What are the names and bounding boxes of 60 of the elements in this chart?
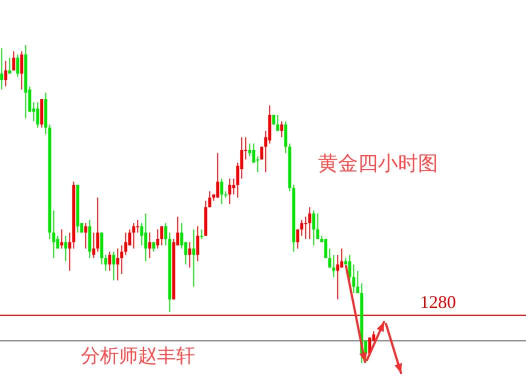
candlestick bbox=[252, 143, 256, 164]
candlestick bbox=[16, 54, 20, 78]
annotation: 1280 bbox=[420, 292, 456, 312]
candlestick bbox=[64, 235, 68, 262]
candlestick bbox=[0, 48, 4, 90]
candlestick bbox=[60, 228, 64, 250]
candlestick bbox=[104, 254, 108, 272]
candlestick bbox=[148, 232, 152, 259]
candlestick bbox=[348, 254, 352, 281]
candlestick bbox=[124, 232, 128, 256]
candlestick bbox=[316, 213, 320, 240]
candlestick bbox=[4, 60, 8, 87]
candlestick bbox=[284, 120, 288, 154]
candlestick bbox=[192, 228, 196, 288]
candlestick bbox=[84, 222, 88, 250]
candlestick bbox=[108, 251, 112, 272]
candlestick bbox=[308, 206, 312, 240]
candlestick bbox=[140, 222, 144, 246]
candlestick bbox=[8, 57, 12, 74]
candlestick bbox=[68, 232, 72, 272]
candlestick bbox=[116, 248, 120, 281]
candlestick bbox=[356, 270, 360, 294]
candlestick bbox=[280, 120, 284, 138]
candlestick bbox=[296, 228, 300, 250]
candlestick bbox=[340, 248, 344, 268]
candlestick bbox=[304, 216, 308, 240]
candlestick bbox=[56, 235, 60, 250]
annotation: 分析师赵丰轩 bbox=[81, 345, 195, 367]
candlestick bbox=[352, 264, 356, 294]
candlestick bbox=[160, 226, 164, 246]
candlestick bbox=[52, 210, 56, 259]
candlestick bbox=[336, 254, 340, 300]
candlestick bbox=[112, 251, 116, 281]
candlestick bbox=[312, 210, 316, 246]
annotation: 黄金四小时图 bbox=[318, 151, 438, 175]
candlestick bbox=[208, 190, 212, 208]
candlestick bbox=[92, 232, 96, 259]
candlestick bbox=[200, 228, 204, 240]
candlestick bbox=[196, 226, 200, 262]
candlestick bbox=[12, 50, 16, 71]
candlestick bbox=[300, 219, 304, 236]
candlestick bbox=[20, 50, 24, 90]
candlestick bbox=[156, 228, 160, 250]
candlestick bbox=[188, 242, 192, 268]
candlestick bbox=[220, 178, 224, 204]
candlestick bbox=[328, 248, 332, 268]
candlestick bbox=[276, 114, 280, 132]
candlestick bbox=[152, 242, 156, 252]
candlestick bbox=[228, 178, 232, 204]
candlestick bbox=[260, 146, 264, 160]
candlestick bbox=[136, 219, 140, 234]
candlestick bbox=[144, 213, 148, 262]
candlestick bbox=[216, 152, 220, 198]
candlestick bbox=[164, 222, 168, 246]
candlestick bbox=[36, 102, 40, 128]
candlestick bbox=[96, 197, 100, 252]
candlestick bbox=[332, 254, 336, 278]
candlestick bbox=[232, 178, 236, 195]
candlestick bbox=[120, 244, 124, 274]
candlestick bbox=[132, 222, 136, 250]
